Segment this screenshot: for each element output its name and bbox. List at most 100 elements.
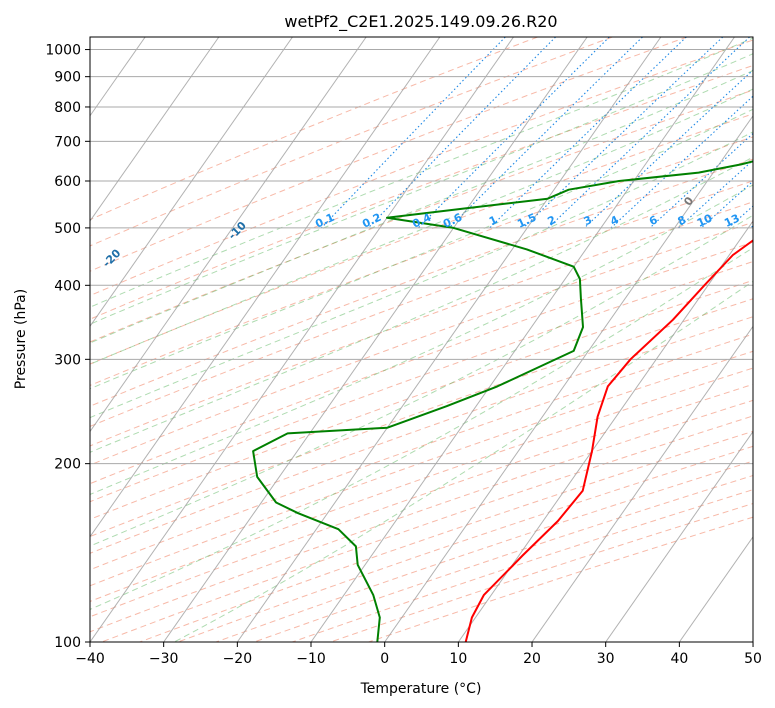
- dry-adiabat-label: -20: [100, 246, 123, 269]
- mixing-ratio-line: [678, 159, 753, 229]
- isotherm-line: [752, 641, 753, 642]
- dry-adiabat-line: [254, 474, 753, 642]
- isotherm-line: [236, 37, 662, 642]
- inner-labels: -20-100.10.20.40.611.5234681013010203040: [100, 194, 742, 270]
- dry-adiabat-line: [90, 37, 538, 221]
- y-tick-label: 200: [54, 457, 81, 473]
- moist-adiabat-line: [90, 214, 753, 547]
- x-tick-label: −10: [296, 651, 326, 667]
- dry-adiabat-line: [330, 503, 753, 642]
- moist-adiabat-line: [174, 280, 753, 642]
- dry-adiabat-line: [90, 37, 613, 247]
- dry-adiabat-line: [90, 221, 753, 466]
- isotherm-line: [90, 37, 514, 642]
- dry-adiabat-line: [139, 430, 753, 642]
- mixing-ratio-label: 4: [608, 213, 621, 228]
- dewpoint-profile-line: [252, 160, 753, 642]
- y-tick-label: 500: [54, 221, 81, 237]
- isotherm-line: [457, 220, 753, 642]
- x-tick-label: 10: [449, 651, 467, 667]
- isotherm-line: [310, 37, 735, 642]
- moist-adiabat-line: [90, 156, 753, 453]
- dry-adiabat-line: [90, 241, 753, 485]
- mixing-ratio-line: [584, 69, 753, 229]
- dry-adiabat-line: [177, 445, 753, 642]
- isotherm-line: [605, 430, 753, 642]
- x-axis-label: Temperature (°C): [360, 681, 482, 697]
- isotherm-line: [90, 37, 293, 328]
- moist-adiabat-line: [90, 247, 753, 611]
- dry-adiabat-line: [90, 89, 753, 343]
- isotherm-line: [678, 535, 753, 642]
- y-tick-label: 700: [54, 134, 81, 150]
- dry-adiabat-line: [90, 113, 753, 365]
- y-tick-label: 600: [54, 174, 81, 190]
- moist-adiabat-line: [90, 108, 753, 390]
- mixing-ratio-line: [649, 132, 753, 229]
- temperature-profile-line: [464, 239, 753, 642]
- plot-frame: [89, 36, 754, 643]
- dry-adiabat-line: [90, 367, 753, 602]
- x-axis: −40 −30 −20 −10 0 10 20 30 40 50: [75, 642, 762, 667]
- x-tick-label: 0: [380, 651, 389, 667]
- dry-adiabat-line: [101, 415, 753, 642]
- moist-adiabat-line: [90, 37, 753, 308]
- x-tick-label: −30: [149, 651, 179, 667]
- isotherm-line: [163, 37, 588, 642]
- mixing-ratio-line: [750, 225, 753, 229]
- profile-lines: [252, 160, 753, 642]
- dry-adiabat-line: [90, 37, 688, 272]
- mixing-ratio-label: 10: [695, 211, 715, 229]
- background-lines: [90, 37, 753, 642]
- mixing-ratio-line: [523, 37, 724, 229]
- x-tick-label: −20: [223, 651, 253, 667]
- dry-adiabat-line: [90, 383, 753, 618]
- dry-adiabat-line: [90, 333, 753, 571]
- isotherm-line: [90, 37, 441, 538]
- mixing-ratio-line: [321, 37, 506, 229]
- y-tick-label: 100: [54, 635, 81, 651]
- x-tick-label: −40: [75, 651, 105, 667]
- y-tick-label: 300: [54, 352, 81, 368]
- x-tick-label: 30: [597, 651, 615, 667]
- y-tick-label: 900: [54, 70, 81, 86]
- dry-adiabat-line: [90, 180, 753, 427]
- y-tick-label: 800: [54, 100, 81, 116]
- grid-lines: [0, 37, 753, 642]
- dry-adiabat-line: [90, 158, 753, 407]
- dry-adiabat-label: -10: [226, 219, 249, 242]
- isotherm-line: [90, 37, 220, 222]
- dry-adiabat-line: [90, 316, 753, 554]
- y-axis: 100 200 300 400 500 600 700 800 900 1000: [45, 43, 90, 651]
- dry-adiabat-line: [90, 39, 753, 297]
- dry-adiabat-line: [90, 64, 753, 320]
- dry-adiabat-line: [90, 350, 753, 587]
- isotherm-line: [384, 114, 753, 642]
- moist-adiabat-line: [90, 184, 753, 495]
- chart-title: wetPf2_C2E1.2025.149.09.26.R20: [284, 12, 557, 32]
- dry-adiabat-line: [90, 136, 753, 386]
- moist-adiabat-line: [90, 53, 753, 325]
- dry-adiabat-line: [90, 399, 753, 633]
- x-tick-label: 40: [670, 651, 688, 667]
- dry-adiabat-line: [90, 260, 753, 503]
- mixing-ratio-line: [417, 37, 610, 229]
- y-tick-label: 400: [54, 278, 81, 294]
- y-axis-label: Pressure (hPa): [13, 289, 29, 389]
- moist-adiabat-line: [90, 88, 753, 365]
- dry-adiabat-line: [90, 201, 753, 447]
- mixing-ratio-line: [547, 37, 750, 229]
- isotherm-line: [0, 37, 72, 642]
- moist-adiabat-line: [90, 70, 753, 344]
- x-tick-label: 20: [523, 651, 541, 667]
- y-tick-label: 1000: [45, 43, 81, 59]
- mixing-ratio-label: 2: [546, 213, 558, 228]
- mixing-ratio-line: [489, 37, 687, 229]
- mixing-ratio-label: 13: [722, 212, 741, 230]
- dry-adiabat-line: [90, 279, 753, 520]
- mixing-ratio-line: [367, 37, 556, 229]
- moist-adiabat-label: 0: [681, 194, 696, 208]
- mixing-ratio-line: [700, 180, 753, 229]
- mixing-ratio-label: 8: [676, 213, 688, 228]
